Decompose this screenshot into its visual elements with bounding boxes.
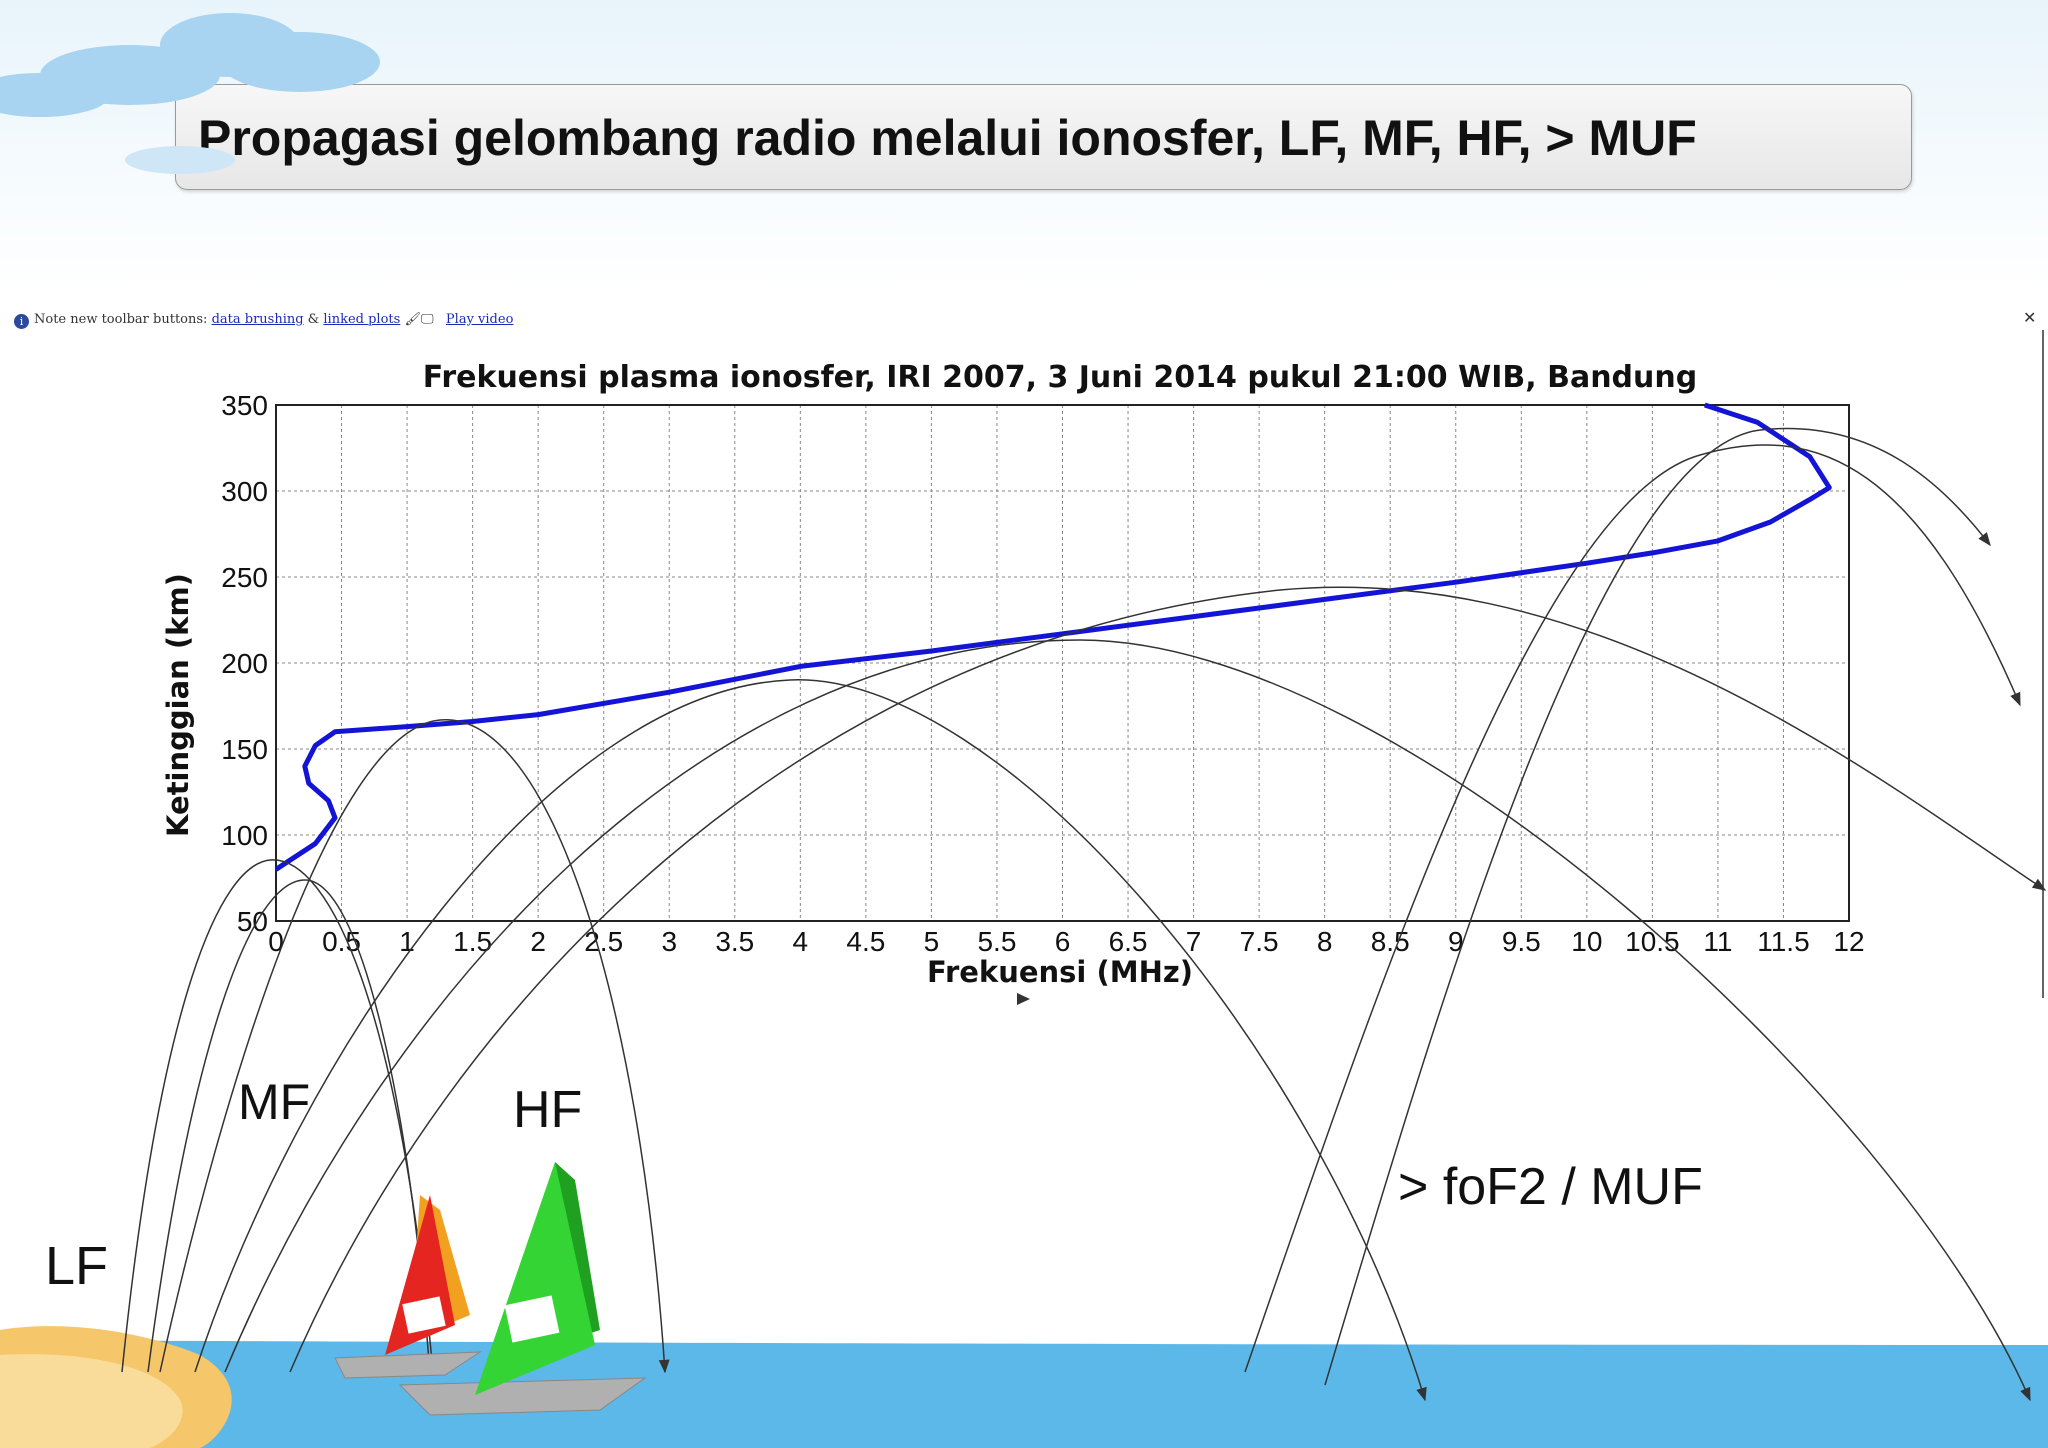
x-axis-label: Frekuensi (MHz)	[927, 955, 1193, 989]
x-tick-label: 1.5	[453, 926, 492, 957]
label-muf: > foF2 / MUF	[1398, 1158, 1703, 1216]
linked-plot-icon[interactable]: 🖵	[420, 312, 434, 327]
x-tick-label: 0	[268, 926, 284, 957]
y-axis-label: Ketinggian (km)	[161, 573, 195, 837]
ray-muf-1	[1244, 444, 2021, 1373]
slide-title-box: Propagasi gelombang radio melalui ionosf…	[175, 84, 1912, 190]
chart-axes-box	[275, 404, 1850, 922]
sea-background	[0, 1340, 2048, 1448]
ray-lf-2	[147, 879, 431, 1376]
x-tick-label: 2	[530, 926, 546, 957]
label-lf: LF	[45, 1236, 109, 1296]
x-tick-label: 12	[1833, 926, 1864, 957]
x-tick-label: 11	[1703, 926, 1732, 957]
play-video-link[interactable]: Play video	[445, 312, 514, 327]
ray-hf-1	[224, 639, 2031, 1402]
chart-grid	[276, 405, 1849, 921]
x-tick-label: 10	[1571, 926, 1602, 957]
linked-plots-link[interactable]: linked plots	[323, 312, 401, 327]
y-tick-label: 100	[221, 820, 268, 851]
small-arrowhead	[1017, 993, 1030, 1005]
x-tick-label: 9.5	[1502, 926, 1541, 957]
slide-title: Propagasi gelombang radio melalui ionosf…	[198, 110, 1697, 166]
propagation-rays	[121, 427, 2047, 1402]
ray-lf-1	[121, 859, 438, 1374]
toolbar-amp: &	[303, 312, 324, 327]
y-tick-label: 250	[221, 562, 268, 593]
cloud-decoration	[0, 13, 380, 174]
x-tick-label: 7.5	[1240, 926, 1279, 957]
sand-beach	[0, 1326, 232, 1448]
y-tick-label: 150	[221, 734, 268, 765]
y-tick-label: 300	[221, 476, 268, 507]
x-tick-label: 7	[1186, 926, 1202, 957]
ray-muf-2	[1324, 427, 1991, 1386]
x-tick-label: 2.5	[584, 926, 623, 957]
windsurf-green	[398, 1162, 647, 1416]
x-tick-label: 4	[793, 926, 809, 957]
data-brushing-link[interactable]: data brushing	[211, 312, 304, 327]
label-mf: MF	[238, 1074, 311, 1130]
toolbar-note: i Note new toolbar buttons: data brushing…	[14, 312, 513, 329]
x-tick-label: 5.5	[977, 926, 1016, 957]
y-tick-label: 350	[221, 390, 268, 421]
x-tick-label: 9	[1448, 926, 1464, 957]
close-icon[interactable]: ✕	[2023, 310, 2037, 327]
ray-hf-2	[289, 586, 2047, 1373]
x-tick-label: 8.5	[1371, 926, 1410, 957]
chart-title: Frekuensi plasma ionosfer, IRI 2007, 3 J…	[423, 360, 1697, 395]
ray-mf-2	[194, 679, 1427, 1402]
plasma-frequency-profile-line	[274, 402, 1832, 872]
x-tick-label: 4.5	[846, 926, 885, 957]
toolbar-note-text: Note new toolbar buttons:	[34, 312, 212, 327]
label-hf: HF	[513, 1081, 583, 1139]
info-icon: i	[14, 314, 29, 329]
ray-mf-1	[159, 719, 670, 1374]
x-tick-label: 10.5	[1625, 926, 1680, 957]
x-tick-label: 1	[399, 926, 415, 957]
y-tick-label: 200	[221, 648, 268, 679]
x-tick-label: 3	[661, 926, 677, 957]
x-tick-label: 3.5	[715, 926, 754, 957]
x-tick-label: 6.5	[1109, 926, 1148, 957]
x-tick-label: 6	[1055, 926, 1071, 957]
x-tick-label: 11.5	[1757, 926, 1809, 957]
x-tick-label: 5	[924, 926, 940, 957]
windsurf-red	[334, 1195, 482, 1379]
brush-icon[interactable]: 🖌	[404, 312, 421, 327]
x-tick-labels: 0 0.5 1 1.5 2 2.5 3 3.5 4 4.5 5 5.5 6 6.5 7 7.5 8 8.5 9 9.5…	[268, 926, 1864, 957]
x-tick-label: 8	[1317, 926, 1333, 957]
